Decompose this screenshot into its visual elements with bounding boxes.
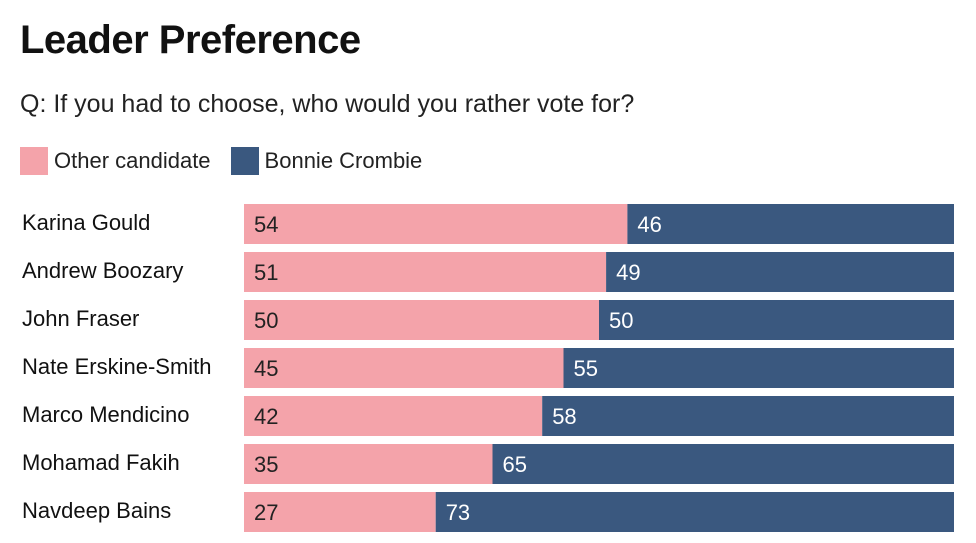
category-label-navdeep-bains: Navdeep Bains — [22, 498, 171, 523]
bar-other-candidate-navdeep-bains — [244, 492, 436, 532]
data-label-other-candidate-navdeep-bains: 27 — [254, 500, 278, 525]
data-label-bonnie-crombie-mohamad-fakih: 65 — [503, 452, 527, 477]
bar-bonnie-crombie-mohamad-fakih — [492, 444, 954, 484]
bar-other-candidate-karina-gould — [244, 204, 628, 244]
category-label-john-fraser: John Fraser — [22, 306, 139, 331]
stacked-bar-chart: Karina Gould 54 46 Andrew Boozary 51 49 John F… — [22, 204, 954, 532]
chart-subtitle: Q: If you had to choose, who would you r… — [20, 90, 635, 118]
bar-bonnie-crombie-karina-gould — [627, 204, 954, 244]
legend-label-other-candidate: Other candidate — [54, 148, 211, 173]
legend-swatch-bonnie-crombie — [230, 147, 259, 175]
data-label-bonnie-crombie-andrew-boozary: 49 — [616, 260, 640, 285]
chart-title: Leader Preference — [20, 18, 361, 62]
data-label-bonnie-crombie-nate-erskine-smith: 55 — [574, 356, 598, 381]
bar-bonnie-crombie-marco-mendicino — [542, 396, 954, 436]
data-label-other-candidate-marco-mendicino: 42 — [254, 404, 278, 429]
data-label-bonnie-crombie-marco-mendicino: 58 — [552, 404, 576, 429]
data-label-bonnie-crombie-john-fraser: 50 — [609, 308, 633, 333]
bar-bonnie-crombie-john-fraser — [599, 300, 954, 340]
data-label-other-candidate-mohamad-fakih: 35 — [254, 452, 278, 477]
bar-other-candidate-mohamad-fakih — [244, 444, 493, 484]
category-label-mohamad-fakih: Mohamad Fakih — [22, 450, 180, 475]
category-label-nate-erskine-smith: Nate Erskine-Smith — [22, 354, 212, 379]
legend-label-bonnie-crombie: Bonnie Crombie — [264, 148, 423, 173]
data-label-other-candidate-andrew-boozary: 51 — [254, 260, 278, 285]
data-label-other-candidate-karina-gould: 54 — [254, 212, 278, 237]
bar-other-candidate-nate-erskine-smith — [244, 348, 564, 388]
legend-item-other-candidate: Other candidate — [20, 147, 211, 175]
legend-item-bonnie-crombie: Bonnie Crombie — [230, 147, 423, 175]
bar-other-candidate-andrew-boozary — [244, 252, 607, 292]
legend-swatch-other-candidate — [20, 147, 48, 175]
bar-other-candidate-marco-mendicino — [244, 396, 543, 436]
data-label-other-candidate-john-fraser: 50 — [254, 308, 278, 333]
bar-bonnie-crombie-navdeep-bains — [435, 492, 954, 532]
data-label-bonnie-crombie-karina-gould: 46 — [637, 212, 661, 237]
bar-bonnie-crombie-nate-erskine-smith — [563, 348, 954, 388]
category-label-karina-gould: Karina Gould — [22, 210, 150, 235]
legend: Other candidate Bonnie Crombie — [20, 146, 442, 176]
category-label-andrew-boozary: Andrew Boozary — [22, 258, 183, 283]
bar-bonnie-crombie-andrew-boozary — [606, 252, 954, 292]
category-label-marco-mendicino: Marco Mendicino — [22, 402, 190, 427]
bar-other-candidate-john-fraser — [244, 300, 599, 340]
data-label-bonnie-crombie-navdeep-bains: 73 — [446, 500, 470, 525]
data-label-other-candidate-nate-erskine-smith: 45 — [254, 356, 278, 381]
